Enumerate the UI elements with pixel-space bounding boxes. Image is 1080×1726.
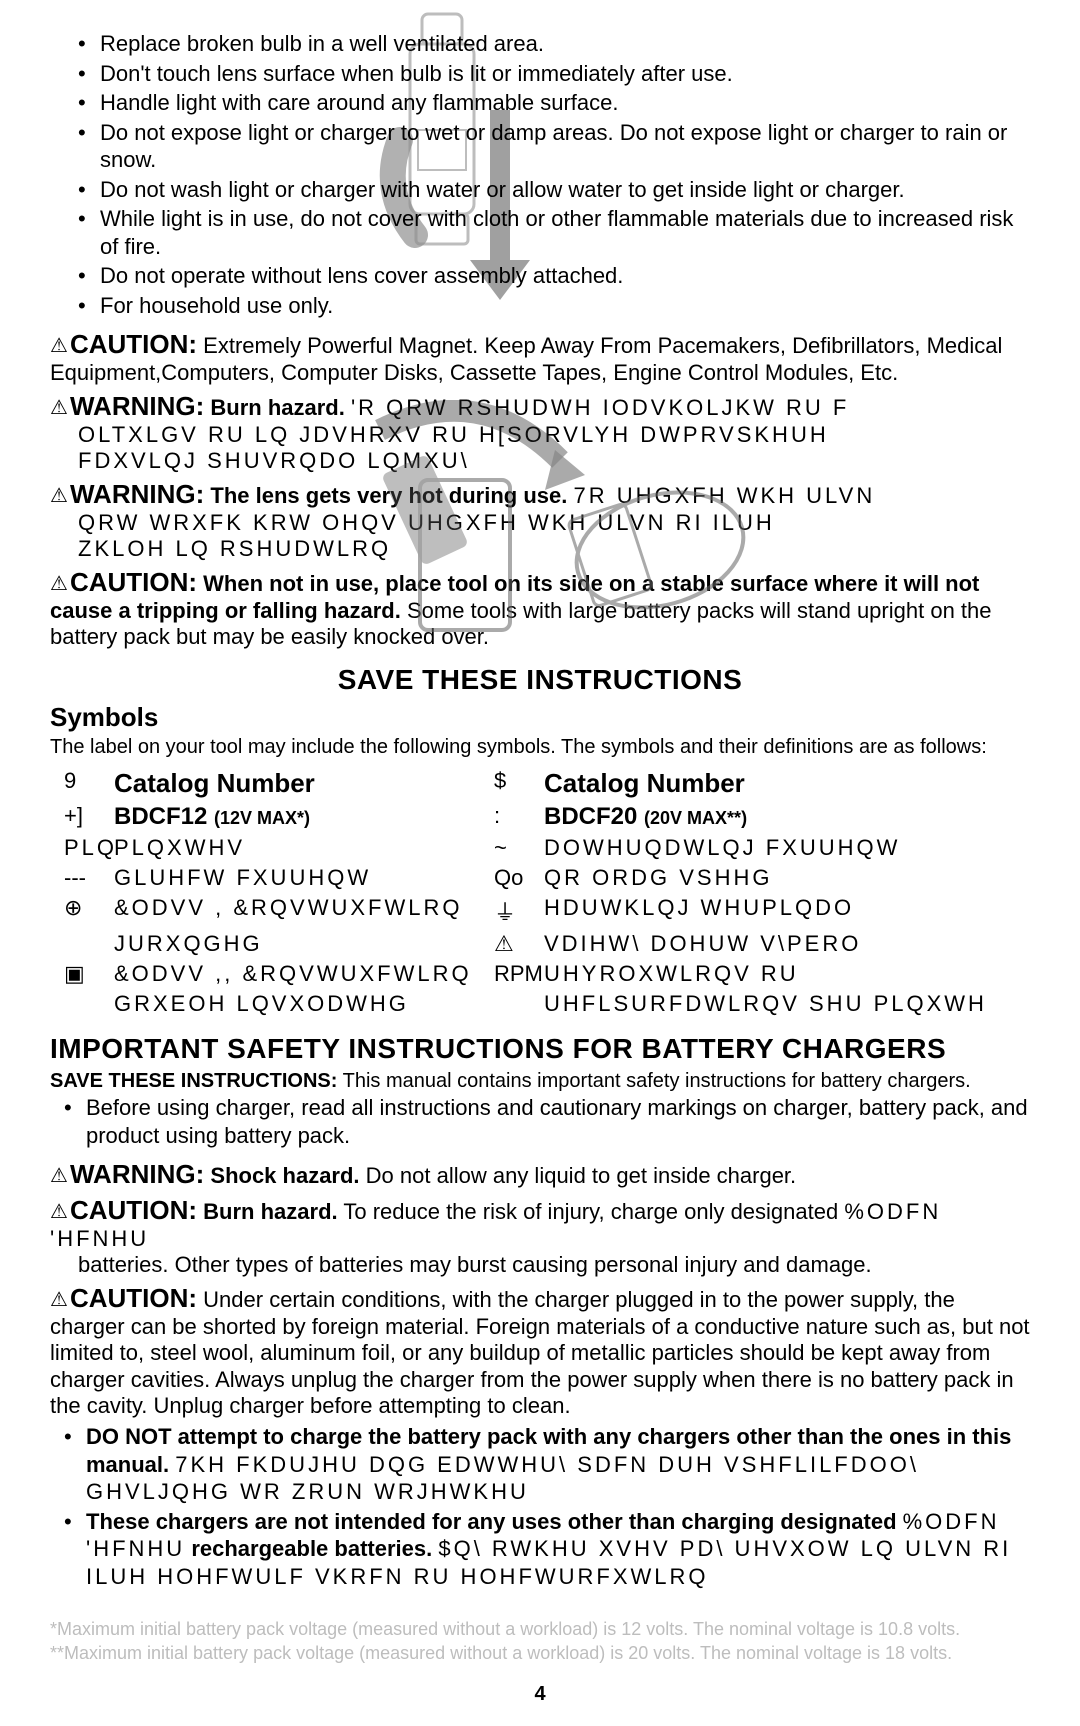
garbled-text: QRW WRXFK KRW OHQV UHGXFH WKH ULVN RI IL… [50,510,1030,536]
save-heading: SAVE THESE INSTRUCTIONS [50,664,1030,696]
caution-bold: Burn hazard. [203,1199,337,1224]
garbled-text: 7R UHGXFH WKH ULVN [573,483,875,508]
caution-side: ⚠CAUTION: When not in use, place tool on… [50,567,1030,651]
warning-label: WARNING: [70,391,204,421]
catalog-left: BDCF12 (12V MAX*) [110,801,490,833]
battery-intro: SAVE THESE INSTRUCTIONS: This manual con… [50,1069,1030,1094]
warning-icon: ⚠ [50,1164,68,1188]
caution-magnet: ⚠CAUTION: Extremely Powerful Magnet. Kee… [50,329,1030,387]
bullet-item: Handle light with care around any flamma… [78,89,1030,117]
bullet-item: Do not operate without lens cover assemb… [78,262,1030,290]
symbols-heading: Symbols [50,702,1030,733]
symbols-note: The label on your tool may include the f… [50,735,1030,760]
caution-label: CAUTION: [70,1283,197,1313]
sym-text: PLQXWHV [110,833,490,863]
bullet-item: Do not expose light or charger to wet or… [78,119,1030,174]
garbled-text: ZKLOH LQ RSHUDWLRQ [50,536,1030,562]
sym-col: 9 [60,766,110,801]
sym-col: ⏚ [490,893,540,929]
warning-icon: ⚠ [50,396,68,420]
sym-text: DOWHUQDWLQJ FXUUHQW [540,833,1000,863]
catalog-header: Catalog Number [540,766,1000,801]
warning-icon: ⚠ [50,1288,68,1312]
sym-col: ~ [490,833,540,863]
warning-lens: ⚠WARNING: The lens gets very hot during … [50,479,1030,563]
caution-tail: batteries. Other types of batteries may … [78,1252,872,1277]
bullet-item: These chargers are not intended for any … [64,1508,1030,1591]
garbled-text: FDXVLQJ SHUVRQDO LQMXU\ [50,448,1030,474]
warning-icon: ⚠ [50,572,68,596]
caution-label: CAUTION: [70,567,197,597]
sym-text: UHYROXWLRQV RU [540,959,1000,989]
sym-col: ⚠ [490,929,540,959]
garbled-text: 7KH FKDUJHU DQG EDWWHU\ SDFN DUH VSHFLIL… [86,1452,919,1505]
sym-text: QR ORDG VSHHG [540,863,1000,893]
caution-tail: Under certain conditions, with the charg… [50,1287,1030,1418]
sym-col [60,929,110,959]
caution-label: CAUTION: [70,329,197,359]
safety-bullets: Replace broken bulb in a well ventilated… [78,30,1030,319]
bullet-item: Before using charger, read all instructi… [64,1094,1030,1149]
battery-bullets2: DO NOT attempt to charge the battery pac… [64,1423,1030,1590]
sym-text: &ODVV , &RQVWUXFWLRQ [110,893,490,929]
bullet-item: Do not wash light or charger with water … [78,176,1030,204]
warning-shock: ⚠WARNING: Shock hazard. Do not allow any… [50,1159,1030,1190]
sym-text: GRXEOH LQVXODWHG [110,989,490,1019]
bullet-item: Replace broken bulb in a well ventilated… [78,30,1030,58]
warning-label: WARNING: [70,1159,204,1189]
warning-burn: ⚠WARNING: Burn hazard. 'R QRW RSHUDWH IO… [50,391,1030,475]
sym-col: ⊕ [60,893,110,929]
sym-col: PLQ [60,833,110,863]
sym-text: GLUHFW FXUUHQW [110,863,490,893]
sym-col: : [490,801,540,833]
sym-col: --- [60,863,110,893]
page-number: 4 [50,1683,1030,1706]
garbled-text: 'R QRW RSHUDWH IODVKOLJKW RU F [351,395,849,420]
warning-bold: The lens gets very hot during use. [210,483,567,508]
sym-col: +] [60,801,110,833]
catalog-right: BDCF20 (20V MAX**) [540,801,1000,833]
catalog-header: Catalog Number [110,766,490,801]
warning-tail: Do not allow any liquid to get inside ch… [366,1163,796,1188]
sym-col: ▣ [60,959,110,989]
sym-col [490,989,540,1019]
sym-col [60,989,110,1019]
caution-label: CAUTION: [70,1195,197,1225]
garbled-text: OLTXLGV RU LQ JDVHRXV RU H[SORVLYH DWPRV… [50,422,1030,448]
bullet-item: DO NOT attempt to charge the battery pac… [64,1423,1030,1506]
warning-label: WARNING: [70,479,204,509]
symbols-table: 9 Catalog Number $ Catalog Number +] BDC… [60,766,1030,1019]
sym-col: Qo [490,863,540,893]
sym-col: RPM [490,959,540,989]
sym-col: $ [490,766,540,801]
page: Replace broken bulb in a well ventilated… [0,0,1080,1726]
sym-text: JURXQGHG [110,929,490,959]
bullet-item: While light is in use, do not cover with… [78,205,1030,260]
bullet-item: Don't touch lens surface when bulb is li… [78,60,1030,88]
bullet-item: For household use only. [78,292,1030,320]
battery-bullets: Before using charger, read all instructi… [64,1094,1030,1149]
sym-text: VDIHW\ DOHUW V\PERO [540,929,1000,959]
sym-text: HDUWKLQJ WHUPLQDO [540,893,1000,929]
battery-heading: IMPORTANT SAFETY INSTRUCTIONS FOR BATTER… [50,1033,1030,1065]
footnote: *Maximum initial battery pack voltage (m… [50,1618,1030,1665]
warning-icon: ⚠ [50,484,68,508]
caution-burn2: ⚠CAUTION: Burn hazard. To reduce the ris… [50,1195,1030,1279]
warning-icon: ⚠ [50,334,68,358]
caution-tail: To reduce the risk of injury, charge onl… [343,1199,844,1224]
warning-bold: Burn hazard. [210,395,344,420]
warning-icon: ⚠ [50,1200,68,1224]
warning-bold: Shock hazard. [210,1163,359,1188]
caution-short: ⚠CAUTION: Under certain conditions, with… [50,1283,1030,1420]
sym-text: &ODVV ,, &RQVWUXFWLRQ [110,959,490,989]
sym-text: UHFLSURFDWLRQV SHU PLQXWH [540,989,1000,1019]
